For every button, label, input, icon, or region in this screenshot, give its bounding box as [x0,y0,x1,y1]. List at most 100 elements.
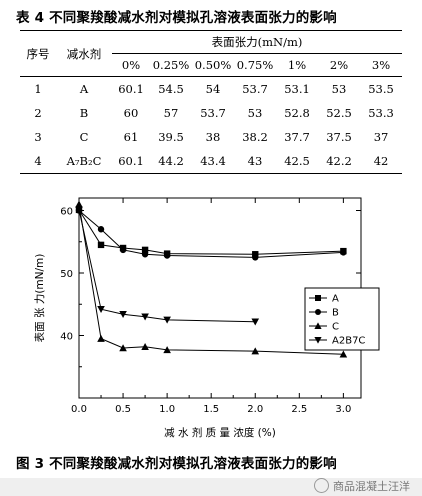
table-cell: 52.8 [284,106,310,120]
data-point-b [163,252,171,259]
table-cell: 44.2 [150,149,192,174]
header-concentration: 2% [318,53,360,77]
row-agent: C [79,130,89,144]
row-index: 4 [20,149,56,174]
table-cell: 54 [205,82,221,96]
table-row: 2 B 60 57 53.7 53 52.8 52.5 53.3 [20,101,402,125]
table-row: 3 C 61 39.5 38 38.2 37.7 37.5 37 [20,125,402,149]
table-cell: 42.5 [276,149,318,174]
legend-marker [315,295,321,301]
header-concentration: 0.50% [192,53,234,77]
legend-label: C [332,322,339,333]
table-row: 1 A 60.1 54.5 54 53.7 53.1 53 53.5 [20,77,402,102]
table-cell: 60.1 [118,82,144,96]
row-agent: B [79,106,89,120]
data-point-a2b7c [75,206,83,214]
data-point-c [163,346,171,354]
table-cell: 53.5 [368,82,394,96]
y-tick-label: 60 [60,207,73,218]
table-cell: 37.5 [326,130,352,144]
x-tick-label: 2.0 [247,404,263,415]
header-surface-tension: 表面张力(mN/m) [112,30,403,54]
data-point-b [141,251,149,258]
table-cell: 43.4 [192,149,234,174]
header-concentration: 0.75% [234,53,276,77]
wechat-icon [314,478,329,493]
legend-label: B [332,308,339,319]
table-cell: 38.2 [242,130,268,144]
header-concentration: 3% [360,53,403,77]
table-cell: 42.2 [318,149,360,174]
table-cell: 53.3 [368,106,394,120]
data-point-a2b7c [141,313,149,321]
header-concentration: 1% [276,53,318,77]
header-index: 序号 [20,30,56,77]
surface-tension-table: 序号 减水剂 表面张力(mN/m) 0% 0.25% 0.50% 0.75% 1… [20,30,403,174]
x-tick-label: 3.0 [335,404,351,415]
table-cell: 57 [163,106,179,120]
row-agent: A [79,82,89,96]
data-point-c [97,334,105,342]
data-point-b [119,246,127,254]
row-agent: A₇B₂C [56,149,112,174]
table-cell: 37.7 [284,130,310,144]
series-line-a2b7c [78,209,256,323]
x-tick-label: 0.5 [115,404,131,415]
watermark: 商品混凝土汪洋 [314,478,410,496]
y-tick-label: 40 [60,332,73,343]
series-line-a [78,209,344,255]
row-index: 2 [34,106,42,120]
surface-tension-chart: 0.0 0.5 1.0 1.5 2.0 2.5 3.0 40 50 60 减 水 剂 质 量 浓度 … [33,197,380,439]
table-cell: 53.7 [200,106,226,120]
y-tick-label: 50 [60,269,73,280]
table-cell: 61 [123,130,139,144]
data-point-b [252,254,259,261]
data-point-c [75,200,83,208]
table-caption: 表 4 不同聚羧酸减水剂对模拟孔溶液表面张力的影响 [16,10,337,26]
legend-label: A [332,294,339,305]
x-tick-label: 1.0 [159,404,175,415]
data-point-a2b7c [251,318,260,326]
legend-label: A2B7C [332,336,365,347]
table-row: 4 A₇B₂C 60.1 44.2 43.4 43 42.5 42.2 42 [20,149,403,174]
table-cell: 37 [373,130,389,144]
data-point-a2b7c [163,316,171,324]
watermark-text: 商品混凝土汪洋 [333,480,410,493]
table-cell: 42 [360,149,403,174]
data-point-a2b7c [119,311,127,319]
figure-caption: 图 3 不同聚羧酸减水剂对模拟孔溶液表面张力的影响 [16,456,337,472]
table-cell: 54.5 [158,82,184,96]
table-cell: 60.1 [112,149,150,174]
legend-marker [314,337,322,344]
table-cell: 53 [331,82,347,96]
header-concentration: 0.25% [150,53,192,77]
table-cell: 53.7 [242,82,268,96]
table-cell: 52.5 [326,106,352,120]
x-axis-label: 减 水 剂 质 量 浓度 (%) [164,426,276,439]
data-point-c [119,344,127,352]
data-point-c [339,350,348,358]
header-agent: 减水剂 [56,30,112,77]
data-point-a [97,241,105,249]
data-point-c [141,342,149,350]
table-cell: 38 [205,130,221,144]
y-axis-label: 表面 张 力(mN/m) [33,254,46,343]
series-line-b [78,210,344,258]
row-index: 1 [34,82,42,96]
table-cell: 43 [234,149,276,174]
table-cell: 60 [123,106,139,120]
x-tick-label: 2.5 [291,404,307,415]
table-cell: 39.5 [158,130,184,144]
data-point-b [340,249,347,256]
data-point-a [141,246,149,254]
data-point-b [97,226,105,233]
series-line-c [78,204,344,355]
header-concentration: 0% [112,53,150,77]
x-tick-label: 1.5 [203,404,219,415]
table-cell: 53.1 [284,82,310,96]
legend-marker [315,309,321,315]
row-index: 3 [34,130,42,144]
x-tick-label: 0.0 [71,404,87,415]
data-point-c [251,347,260,355]
data-point-a2b7c [97,306,105,314]
